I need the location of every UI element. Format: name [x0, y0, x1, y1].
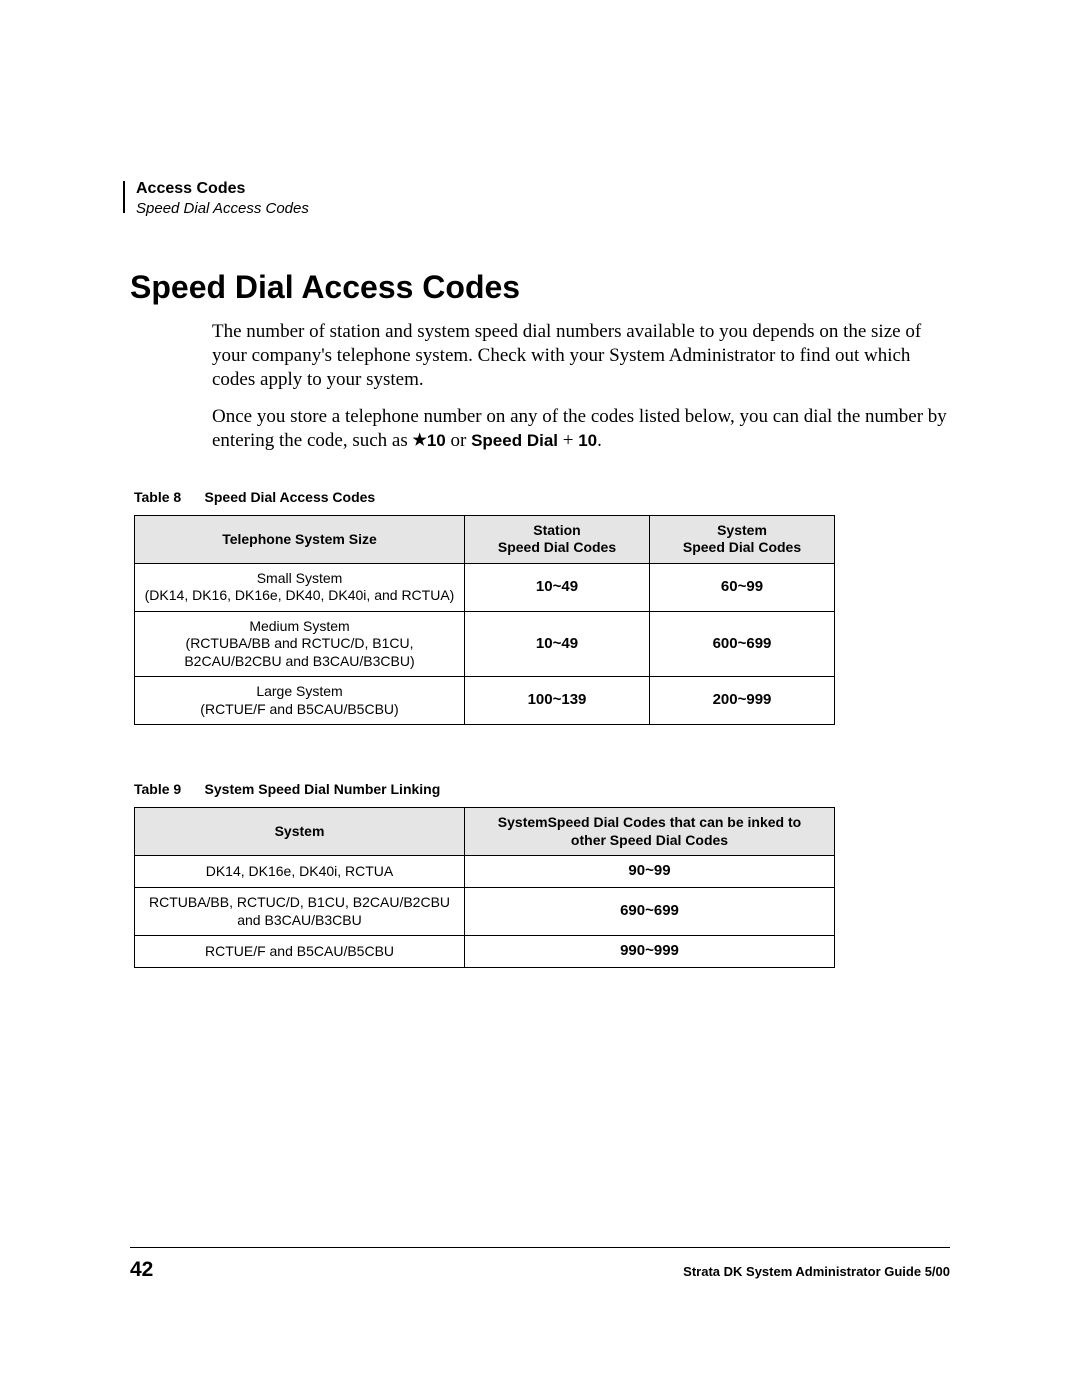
code1-text: 10 [427, 431, 446, 450]
row-detail: (DK14, DK16, DK16e, DK40, DK40i, and RCT… [145, 587, 455, 603]
intro-paragraph-2: Once you store a telephone number on any… [212, 405, 950, 453]
header-section-title: Access Codes [136, 180, 950, 198]
table-row: Medium System (RCTUBA/BB and RCTUC/D, B1… [135, 611, 835, 677]
th-system-codes: System Speed Dial Codes [650, 515, 835, 563]
table-header-row: Telephone System Size Station Speed Dial… [135, 515, 835, 563]
cell-system-size: Medium System (RCTUBA/BB and RCTUC/D, B1… [135, 611, 465, 677]
row-title: Small System [257, 570, 343, 586]
cell-station-range: 100~139 [465, 677, 650, 725]
page-footer: 42 Strata DK System Administrator Guide … [130, 1247, 950, 1282]
table-row: DK14, DK16e, DK40i, RCTUA 90~99 [135, 856, 835, 888]
row-title: Medium System [249, 618, 349, 634]
th-station-codes: Station Speed Dial Codes [465, 515, 650, 563]
header-subsection-title: Speed Dial Access Codes [136, 200, 950, 217]
cell-system: RCTUE/F and B5CAU/B5CBU [135, 936, 465, 968]
cell-system: DK14, DK16e, DK40i, RCTUA [135, 856, 465, 888]
th-link-a: SystemSpeed Dial Codes that can be inked… [498, 814, 801, 830]
table-row: Small System (DK14, DK16, DK16e, DK40, D… [135, 563, 835, 611]
th-link-codes: SystemSpeed Dial Codes that can be inked… [465, 808, 835, 856]
th-system-size: Telephone System Size [135, 515, 465, 563]
page-header: Access Codes Speed Dial Access Codes [136, 180, 950, 217]
cell-link-range: 990~999 [465, 936, 835, 968]
code-star10: ★10 [412, 431, 445, 450]
p2-text-c: + [558, 430, 578, 451]
table-row: RCTUE/F and B5CAU/B5CBU 990~999 [135, 936, 835, 968]
cell-system-size: Small System (DK14, DK16, DK16e, DK40, D… [135, 563, 465, 611]
page-number: 42 [130, 1258, 153, 1282]
cell-station-range: 10~49 [465, 611, 650, 677]
change-bar [123, 181, 125, 213]
table9-caption: Table 9 System Speed Dial Number Linking [130, 781, 950, 797]
code-10: 10 [578, 431, 597, 450]
table8-label: Table 8 [134, 489, 181, 505]
document-page: Access Codes Speed Dial Access Codes Spe… [0, 0, 1080, 1397]
footer-row: 42 Strata DK System Administrator Guide … [130, 1258, 950, 1282]
table-row: Large System (RCTUE/F and B5CAU/B5CBU) 1… [135, 677, 835, 725]
star-icon: ★ [412, 432, 426, 449]
p2-text-d: . [597, 430, 602, 451]
cell-system-range: 60~99 [650, 563, 835, 611]
cell-system-range: 200~999 [650, 677, 835, 725]
intro-paragraph-1: The number of station and system speed d… [212, 320, 950, 391]
table8-caption: Table 8 Speed Dial Access Codes [130, 489, 950, 505]
table8-title: Speed Dial Access Codes [205, 489, 376, 505]
speed-dial-linking-table: System SystemSpeed Dial Codes that can b… [134, 807, 835, 968]
speed-dial-access-codes-table: Telephone System Size Station Speed Dial… [134, 515, 835, 726]
th-system: System [135, 808, 465, 856]
cell-system: RCTUBA/BB, RCTUC/D, B1CU, B2CAU/B2CBU an… [135, 888, 465, 936]
table9-title: System Speed Dial Number Linking [205, 781, 441, 797]
row-detail: (RCTUE/F and B5CAU/B5CBU) [200, 701, 398, 717]
row-detail: (RCTUBA/BB and RCTUC/D, B1CU, B2CAU/B2CB… [184, 635, 414, 669]
cell-link-range: 690~699 [465, 888, 835, 936]
row-title: Large System [256, 683, 342, 699]
cell-link-range: 90~99 [465, 856, 835, 888]
table-row: RCTUBA/BB, RCTUC/D, B1CU, B2CAU/B2CBU an… [135, 888, 835, 936]
th-system-b: Speed Dial Codes [683, 539, 801, 555]
page-title: Speed Dial Access Codes [130, 269, 950, 306]
table9-label: Table 9 [134, 781, 181, 797]
cell-station-range: 10~49 [465, 563, 650, 611]
cell-system-size: Large System (RCTUE/F and B5CAU/B5CBU) [135, 677, 465, 725]
th-station-a: Station [533, 522, 580, 538]
th-link-b: other Speed Dial Codes [571, 832, 728, 848]
cell-system-range: 600~699 [650, 611, 835, 677]
p2-text-b: or [446, 430, 471, 451]
footer-guide-text: Strata DK System Administrator Guide 5/0… [683, 1264, 950, 1279]
code-speed-dial: Speed Dial [471, 431, 558, 450]
footer-rule [130, 1247, 950, 1248]
table-header-row: System SystemSpeed Dial Codes that can b… [135, 808, 835, 856]
th-station-b: Speed Dial Codes [498, 539, 616, 555]
th-system-a: System [717, 522, 767, 538]
